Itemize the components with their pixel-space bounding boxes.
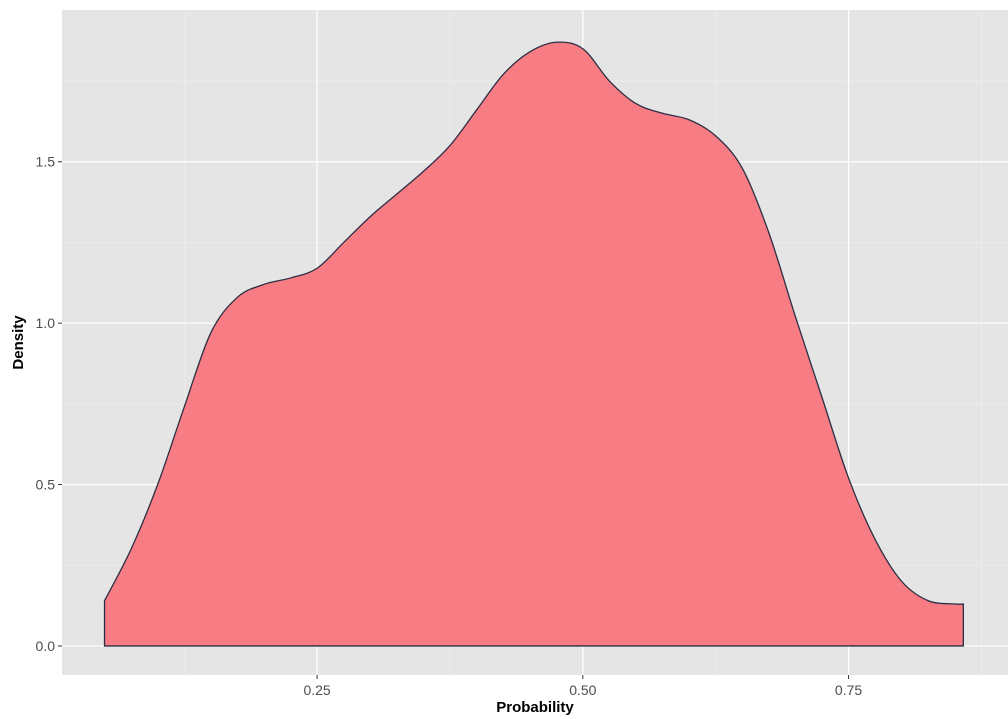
y-axis: 0.0 0.5 1.0 1.5 bbox=[36, 154, 62, 654]
y-tick-label: 0.0 bbox=[36, 638, 56, 654]
y-tick-label: 1.5 bbox=[36, 154, 56, 170]
y-tick-label: 0.5 bbox=[36, 477, 56, 493]
y-axis-title: Density bbox=[10, 315, 27, 370]
x-tick-label: 0.75 bbox=[835, 682, 862, 698]
y-tick-label: 1.0 bbox=[36, 315, 56, 331]
density-area bbox=[103, 41, 965, 647]
x-tick-label: 0.50 bbox=[569, 682, 596, 698]
x-axis-title: Probability bbox=[496, 699, 574, 716]
x-tick-label: 0.25 bbox=[303, 682, 330, 698]
x-axis: 0.25 0.50 0.75 bbox=[303, 675, 862, 698]
